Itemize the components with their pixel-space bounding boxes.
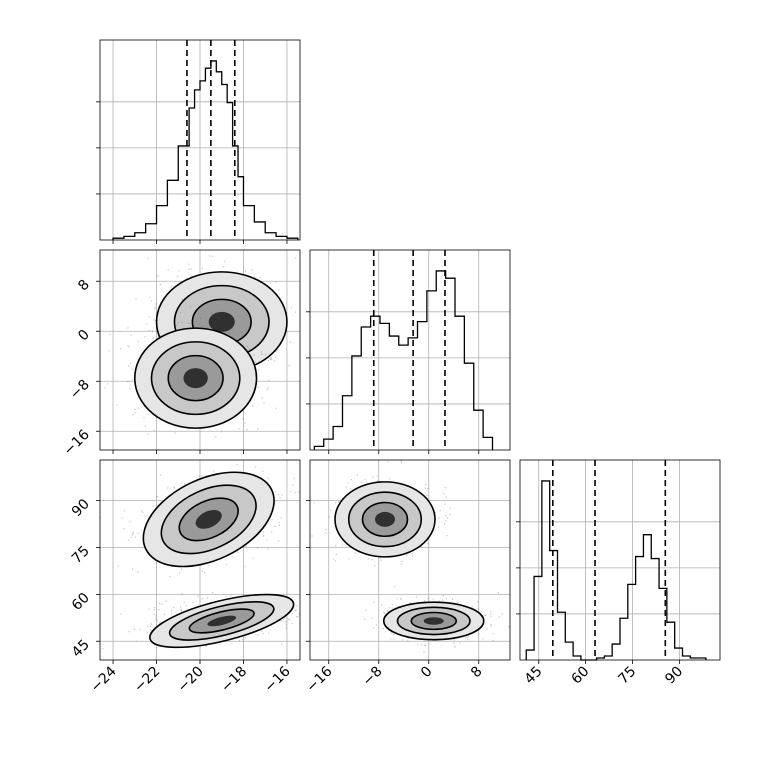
y-tick-label-p3: 60 xyxy=(69,590,93,614)
contour-line-1 xyxy=(160,484,257,555)
contour-line-0 xyxy=(382,601,485,641)
x-tick-label-p2: −8 xyxy=(360,664,386,690)
panel-frame xyxy=(99,39,301,241)
density-level xyxy=(207,615,237,627)
density-level xyxy=(208,311,235,332)
hist-panel-p3 xyxy=(516,459,721,664)
panel-frame xyxy=(309,249,511,451)
contour-line-0 xyxy=(149,593,295,649)
x-tick-label-p3: 90 xyxy=(662,664,686,688)
density-level xyxy=(183,368,208,389)
y-tick-label-p2: −16 xyxy=(61,427,93,459)
x-tick-label-p3: 75 xyxy=(615,664,639,688)
histogram-p2 xyxy=(313,270,494,450)
x-tick-label-p2: −16 xyxy=(303,663,335,695)
panel-frame xyxy=(519,459,721,661)
contour-line-2 xyxy=(178,497,239,542)
x-tick-label-p3: 45 xyxy=(522,664,546,688)
density-level xyxy=(195,509,222,529)
scatter-panel-p2-p3 xyxy=(306,459,511,664)
x-tick-label-p1: −18 xyxy=(218,664,250,696)
y-tick-label-p2: −8 xyxy=(67,377,93,403)
contour-line-0 xyxy=(133,327,258,429)
x-tick-label-p1: −22 xyxy=(131,664,163,696)
contour-line-0 xyxy=(334,481,436,558)
hist-panel-p1 xyxy=(96,39,301,244)
x-tick-label-p1: −20 xyxy=(175,664,207,696)
scatter-points xyxy=(104,255,300,438)
contour-line-1 xyxy=(396,606,471,636)
contour-line-2 xyxy=(361,501,409,538)
scatter-points xyxy=(311,460,510,653)
panel-frame xyxy=(99,249,301,451)
panel-background xyxy=(310,250,510,450)
scatter-points xyxy=(100,464,300,660)
x-tick-label-p3: 60 xyxy=(569,664,593,688)
y-tick-label-p3: 75 xyxy=(69,543,93,567)
contour-line-1 xyxy=(168,601,275,641)
contour-line-1 xyxy=(347,491,423,548)
panel-frame xyxy=(309,459,511,661)
x-tick-label-p2: 8 xyxy=(468,664,486,682)
contour-line-1 xyxy=(150,341,241,416)
panel-frame xyxy=(99,459,301,661)
x-tick-label-p2: 0 xyxy=(418,664,436,682)
density-level xyxy=(375,511,395,527)
x-tick-label-p1: −24 xyxy=(88,663,120,695)
scatter-panel-p1-p2 xyxy=(96,249,301,454)
y-tick-label-p2: 8 xyxy=(75,277,93,295)
scatter-panel-p1-p3 xyxy=(96,459,301,664)
y-tick-label-p3: 45 xyxy=(69,637,93,661)
contour-line-2 xyxy=(410,611,458,631)
contour-line-2 xyxy=(167,354,224,402)
x-tick-label-p1: −16 xyxy=(262,663,294,695)
y-tick-label-p3: 90 xyxy=(69,496,93,520)
y-tick-label-p2: 0 xyxy=(75,327,93,345)
contour-line-0 xyxy=(142,471,275,568)
hist-panel-p2 xyxy=(306,249,511,454)
contour-line-2 xyxy=(188,608,255,634)
density-level xyxy=(423,617,444,625)
